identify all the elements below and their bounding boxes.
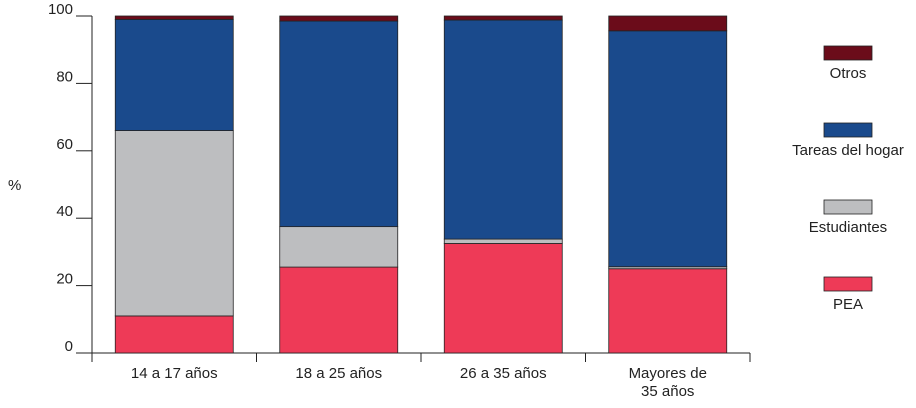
legend-label: Tareas del hogar <box>792 142 904 159</box>
bar-segment <box>115 316 233 353</box>
y-tick-label: 80 <box>56 68 73 85</box>
x-category-label: 14 a 17 años <box>131 365 218 382</box>
legend-label: PEA <box>833 296 863 313</box>
legend-swatch <box>824 123 872 137</box>
x-category-label: 26 a 35 años <box>460 365 547 382</box>
bar-segment <box>115 16 233 19</box>
y-tick-label: 20 <box>56 271 73 288</box>
legend-swatch <box>824 200 872 214</box>
bar-segment <box>609 31 727 267</box>
y-tick-label: 60 <box>56 136 73 153</box>
bar-segment <box>444 16 562 20</box>
bar-segment <box>444 20 562 239</box>
bar-segment <box>609 269 727 353</box>
legend-swatch <box>824 277 872 291</box>
bars <box>115 16 727 353</box>
x-category-label: Mayores de35 años <box>629 365 707 400</box>
bar-segment <box>280 227 398 267</box>
bar-segment <box>280 21 398 227</box>
bar-segment <box>280 16 398 21</box>
x-category-label: 18 a 25 años <box>295 365 382 382</box>
y-axis-label: % <box>8 177 21 194</box>
legend-swatch <box>824 46 872 60</box>
bar-segment <box>115 131 233 316</box>
x-category-labels: 14 a 17 años 18 a 25 años 26 a 35 años Mayo… <box>131 365 707 400</box>
y-tick-label: 100 <box>48 1 73 18</box>
bar-segment <box>115 19 233 130</box>
legend: Otros Tareas del hogar Estudiantes PEA <box>792 46 904 313</box>
bar-segment <box>444 239 562 243</box>
y-ticks: 0 20 40 60 80 100 <box>48 1 73 355</box>
y-tick-label: 40 <box>56 203 73 220</box>
y-tick-label: 0 <box>65 338 73 355</box>
legend-label: Estudiantes <box>809 219 887 236</box>
bar-segment <box>280 267 398 353</box>
bar-segment <box>609 16 727 31</box>
bar-segment <box>444 243 562 353</box>
legend-label: Otros <box>830 65 867 82</box>
